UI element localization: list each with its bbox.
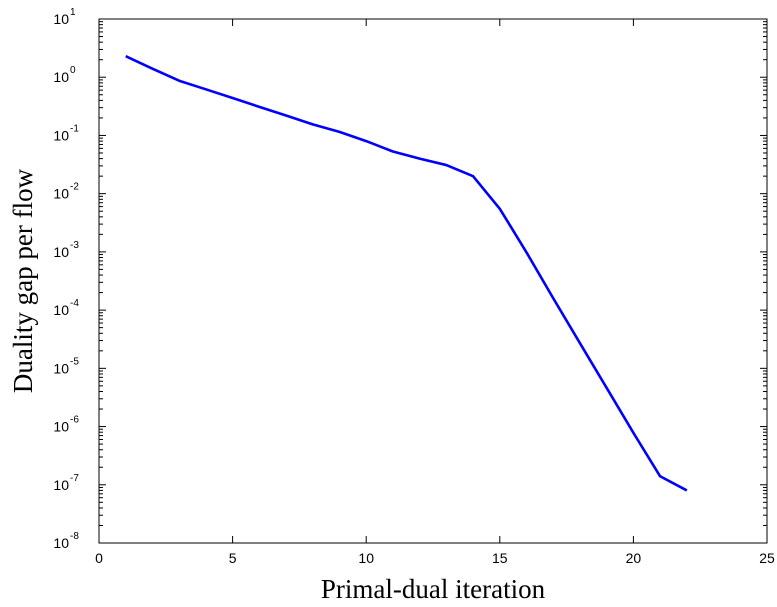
series-line	[125, 54, 688, 492]
x-tick-label: 10	[358, 550, 374, 566]
y-tick-exponent: -8	[70, 531, 79, 542]
y-tick-exponent: -6	[70, 415, 79, 426]
tick-label-group: 0 5 10 15 20 2510-810-710-610-510-410-310-210…	[53, 7, 775, 566]
x-tick-label: 15	[492, 550, 508, 566]
y-tick-label: 10	[53, 477, 69, 493]
y-tick-label: 10	[53, 360, 69, 376]
y-tick-label: 10	[53, 11, 69, 27]
x-tick-label: 5	[229, 550, 237, 566]
x-axis-label: Primal-dual iteration	[321, 574, 546, 604]
plot-area	[98, 18, 768, 544]
y-tick-exponent: -3	[70, 240, 79, 251]
x-tick-label: 20	[626, 550, 642, 566]
tick-group	[98, 18, 768, 544]
y-tick-exponent: -1	[70, 123, 79, 134]
x-tick-label: 25	[759, 550, 775, 566]
y-tick-exponent: -4	[70, 298, 79, 309]
y-tick-label: 10	[53, 244, 69, 260]
y-tick-label: 10	[53, 419, 69, 435]
y-tick-label: 10	[53, 186, 69, 202]
x-tick-label: 0	[95, 550, 103, 566]
y-tick-exponent: 1	[70, 7, 76, 18]
y-tick-exponent: -2	[70, 182, 79, 193]
y-axis-label: Duality gap per flow	[8, 168, 38, 393]
y-tick-label: 10	[53, 535, 69, 551]
y-tick-label: 10	[53, 127, 69, 143]
y-tick-exponent: -5	[70, 356, 79, 367]
y-tick-label: 10	[53, 69, 69, 85]
series-group	[125, 54, 688, 492]
y-tick-exponent: 0	[70, 65, 76, 76]
y-tick-label: 10	[53, 302, 69, 318]
y-tick-exponent: -7	[70, 473, 79, 484]
